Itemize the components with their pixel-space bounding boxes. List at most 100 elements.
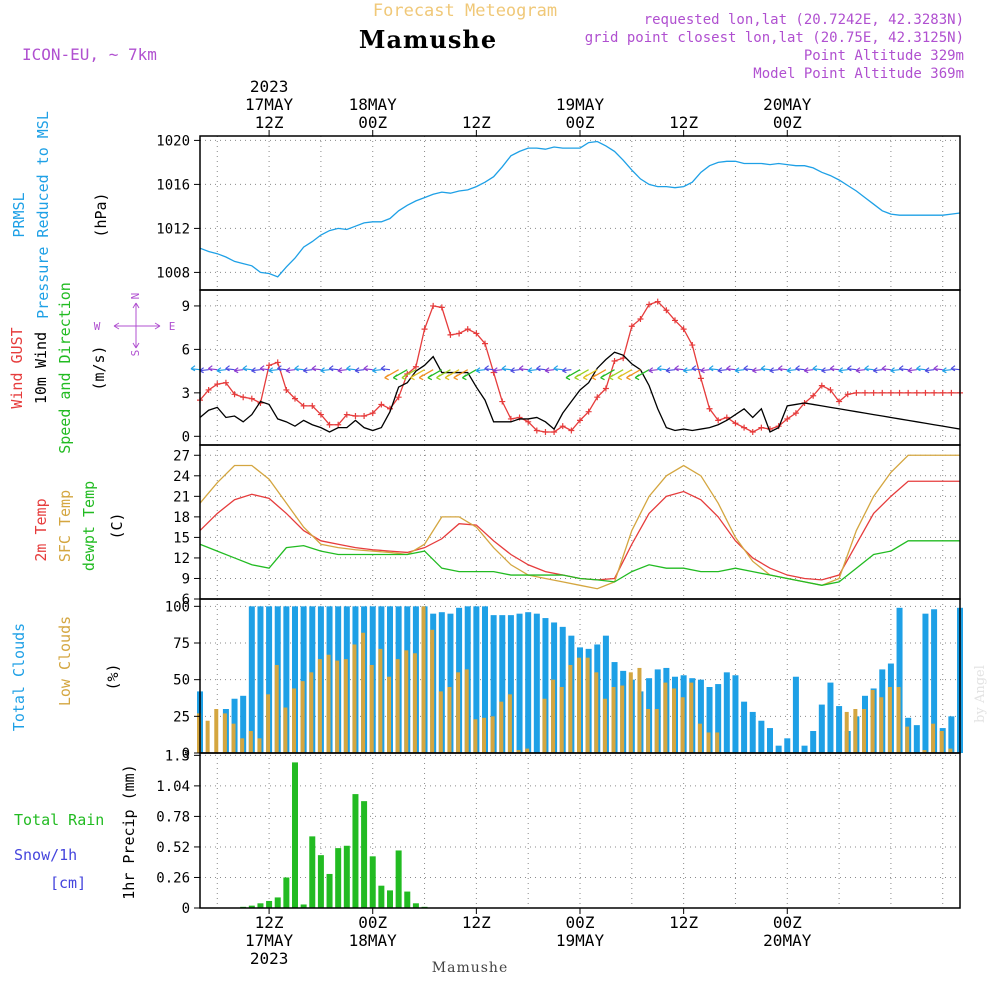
precip-bar [387, 890, 393, 908]
wind-direction-arrow [700, 367, 710, 374]
clouds-bar [283, 707, 288, 753]
wind-direction-arrow [626, 369, 641, 381]
clouds-bar [697, 723, 702, 753]
watermark: by Angel [973, 665, 988, 723]
wind-gust-point [274, 359, 281, 366]
wind-series-line [199, 351, 961, 433]
compass-north: N [129, 293, 142, 300]
wind-ytick-label: 6 [182, 342, 190, 358]
wind-direction-arrow [890, 367, 900, 374]
clouds-bar [231, 723, 236, 753]
temp-label-2m: 2m Temp [32, 498, 50, 561]
wind-direction-arrow [769, 367, 779, 374]
clouds-bar [577, 657, 581, 753]
clouds-bar [412, 653, 417, 753]
wind-gust-point [283, 386, 290, 393]
wind-gust-point [507, 415, 514, 422]
pressure-label-prmsl: PRMSL [10, 192, 28, 237]
wind-gust-point [922, 389, 929, 396]
clouds-bar [525, 748, 530, 753]
wind-gust-point [421, 326, 428, 333]
wind-direction-arrow [484, 365, 494, 372]
wind-direction-arrow [354, 367, 365, 374]
precip-bar [361, 801, 368, 908]
wind-direction-arrow [760, 365, 771, 372]
precip-bar [335, 848, 342, 908]
precip-label-snow-unit: [cm] [50, 874, 86, 892]
temperature-ytick-label: 12 [173, 551, 190, 567]
wind-gust-point [464, 326, 471, 333]
clouds-bar [516, 613, 523, 753]
clouds-bar [611, 687, 616, 753]
clouds-bar [214, 709, 219, 753]
footer-station: Mamushe [432, 960, 508, 976]
temperature-ytick-label: 6 [182, 592, 190, 608]
wind-gust-point [568, 427, 575, 434]
wind-gust-point [905, 389, 912, 396]
clouds-bar [585, 657, 590, 753]
wind-direction-arrow [294, 365, 304, 372]
clouds-bar [430, 629, 435, 753]
wind-gust-point [542, 428, 549, 435]
clouds-bar [266, 694, 271, 753]
wind-gust-point [602, 385, 609, 392]
wind-gust-point [240, 394, 247, 401]
clouds-bar [283, 606, 290, 753]
clouds-bar [896, 607, 903, 753]
wind-direction-arrow [259, 365, 270, 372]
pressure-labels: PRMSL Pressure Reduced to MSL (hPa) [10, 111, 110, 319]
clouds-bar [689, 682, 694, 753]
clouds-bar [628, 672, 633, 753]
wind-direction-arrow [328, 365, 339, 372]
wind-direction-arrow [320, 367, 330, 374]
wind-direction-arrow [574, 369, 589, 381]
wind-gust-point [939, 389, 946, 396]
wind-gust-point [430, 302, 437, 309]
wind-direction-arrow [924, 367, 935, 374]
clouds-bar [292, 606, 298, 753]
clouds-ytick-label: 0 [182, 746, 190, 762]
precip-bar [326, 873, 333, 908]
clouds-bar [732, 675, 739, 753]
precip-bar [300, 904, 307, 908]
clouds-bar [723, 672, 730, 753]
wind-gust-point [818, 382, 825, 389]
top-time-label: 17MAY [245, 95, 294, 114]
clouds-bar [361, 632, 366, 753]
wind-direction-arrow [427, 369, 443, 381]
wind-direction-arrow [190, 365, 201, 372]
wind-direction-arrow [475, 367, 486, 374]
clouds-bar [879, 697, 884, 753]
wind-gust-point [879, 389, 886, 396]
temp-label-dewpt: dewpt Temp [80, 481, 98, 571]
clouds-bar [853, 709, 858, 753]
wind-direction-arrow [363, 365, 373, 372]
wind-direction-arrow [199, 367, 209, 374]
clouds-bar [421, 606, 426, 753]
wind-direction-arrow [536, 365, 546, 372]
wind-direction-arrow [950, 365, 961, 372]
clouds-bar [706, 687, 713, 753]
precip-label-snow: Snow/1h [14, 846, 77, 864]
wind-direction-arrow [216, 367, 226, 374]
wind-direction-arrow [657, 365, 667, 372]
clouds-bar [240, 695, 247, 753]
wind-direction-arrow [916, 365, 926, 372]
clouds-bar [490, 615, 497, 753]
clouds-bar [464, 669, 469, 753]
bottom-time-label: 00Z [358, 913, 387, 932]
wind-direction-arrow [251, 367, 261, 374]
wind-ytick-label: 0 [182, 429, 190, 445]
top-time-label: 2023 [250, 77, 289, 96]
compass-south: S [129, 350, 142, 357]
precip-ytick-label: 1.04 [156, 779, 190, 795]
clouds-bar [559, 687, 564, 753]
bottom-time-label: 2023 [250, 949, 289, 968]
wind-labels: Wind GUST 10m Wind Speed and Direction (… [8, 282, 175, 454]
clouds-bar [516, 750, 521, 753]
wind-direction-arrow [337, 367, 347, 374]
wind-direction-arrow [777, 365, 788, 372]
clouds-bar [939, 731, 944, 753]
clouds-bar [473, 606, 480, 753]
